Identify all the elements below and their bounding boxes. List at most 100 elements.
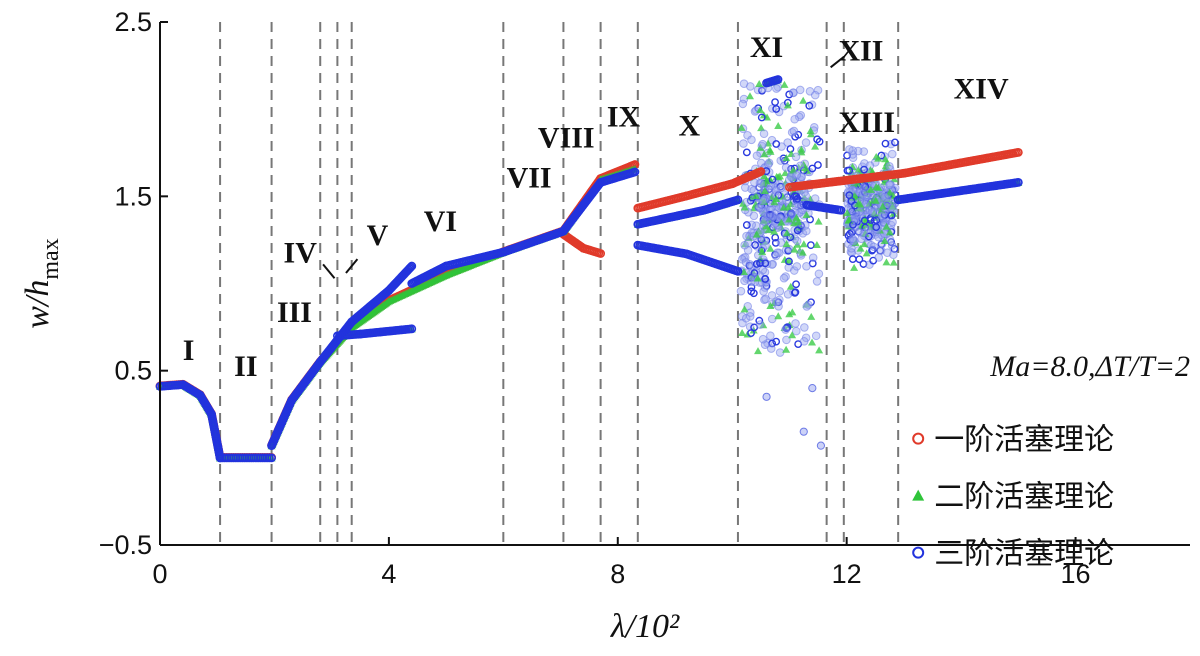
series-marks: [155, 75, 1023, 463]
cloud-point-934: [859, 183, 868, 193]
cloud-point-425: [782, 240, 791, 248]
cloud-point-555: [761, 275, 770, 283]
axes: 0 4 8 12 16 2.5 1.5 0.5 −0.5 λ/10² w/hmax: [19, 7, 1190, 645]
cloud-point-355: [766, 147, 775, 155]
cloud-point-126: [741, 240, 750, 248]
cloud-point-119: [774, 122, 783, 130]
x-tick-label-1: 4: [381, 559, 396, 589]
cloud-point-140: [774, 298, 783, 307]
series-0-point-616: [1013, 147, 1023, 157]
cloud-point-410: [773, 248, 782, 258]
cloud-point-921: [856, 200, 865, 208]
leader-line-xii: [830, 56, 845, 69]
region-label-6: VII: [507, 162, 552, 195]
cloud-point-924: [845, 145, 854, 154]
cloud-point-925: [845, 166, 854, 175]
cloud-point-450: [786, 233, 795, 242]
cloud-point-459: [782, 229, 791, 237]
cloud-point-935: [859, 228, 869, 238]
cloud-point-478: [777, 218, 786, 226]
cloud-point-227: [808, 164, 817, 173]
cloud-point-216: [755, 320, 765, 329]
cloud-point-867: [887, 149, 897, 159]
y-tick-label-1: 1.5: [114, 181, 152, 211]
cloud-point-253: [808, 338, 817, 346]
cloud-point-100: [772, 337, 781, 346]
cloud-point-223: [794, 112, 804, 122]
cloud-point-182: [789, 126, 799, 136]
cloud-point-880: [870, 209, 879, 217]
cloud-point-30: [746, 82, 755, 91]
cloud-point-550: [749, 186, 759, 195]
cloud-point-121: [752, 151, 762, 160]
cloud-point-780: [855, 255, 864, 264]
cloud-point-941: [816, 441, 826, 450]
cloud-point-854: [843, 209, 852, 217]
cloud-point-245: [790, 114, 799, 124]
region-label-2: III: [277, 296, 312, 329]
cloud-point-406: [802, 261, 811, 271]
cloud-point-504: [740, 183, 750, 192]
cloud-point-809: [850, 263, 859, 271]
cloud-point-500: [761, 259, 770, 268]
y-axis-label: w/hmax: [19, 238, 64, 328]
cloud-point-496: [759, 217, 769, 226]
cloud-point-903: [866, 216, 875, 224]
cloud-point-215: [759, 129, 769, 139]
cloud-point-224: [798, 248, 807, 256]
cloud-point-162: [799, 96, 808, 104]
x-tick-label-0: 0: [152, 559, 167, 589]
region-label-13: XIV: [954, 73, 1009, 106]
cloud-point-542: [760, 197, 769, 205]
cloud-point-53: [738, 99, 748, 109]
cloud-point-206: [766, 331, 775, 340]
cloud-point-360: [758, 139, 767, 149]
cloud-point-359: [774, 173, 783, 181]
cloud-point-160: [757, 113, 766, 122]
cloud-point-271: [786, 145, 795, 153]
cloud-point-416: [794, 217, 803, 225]
cloud-point-869: [885, 188, 894, 196]
cloud-point-145: [814, 161, 822, 169]
cloud-point-417: [790, 219, 799, 227]
legend-label-1: 二阶活塞理论: [934, 480, 1114, 515]
cloud-point-933: [882, 248, 892, 257]
cloud-point-158: [786, 282, 795, 290]
cloud-point-922: [885, 161, 894, 171]
cloud-point-891: [848, 255, 857, 264]
cloud-point-337: [801, 138, 811, 147]
cloud-point-168: [811, 331, 821, 341]
cloud-point-151: [772, 84, 781, 93]
cloud-point-446: [797, 145, 806, 153]
cloud-point-938: [883, 198, 893, 207]
cloud-point-556: [756, 179, 766, 188]
cloud-point-441: [774, 191, 783, 200]
cloud-point-128: [812, 240, 821, 248]
cloud-point-557: [758, 196, 768, 205]
cloud-point-249: [805, 101, 814, 110]
cloud-point-3: [755, 316, 764, 325]
cloud-point-473: [792, 195, 801, 204]
cloud-point-538: [752, 230, 761, 238]
cloud-point-141: [810, 194, 820, 203]
cloud-point-15: [767, 291, 777, 300]
x-tick-label-3: 12: [832, 559, 862, 589]
cloud-point-442: [797, 172, 806, 182]
cloud-point-181: [785, 310, 794, 318]
cloud-point-920: [874, 253, 884, 262]
cloud-point-154: [788, 88, 798, 97]
cloud-point-660: [865, 260, 874, 269]
cloud-point-404: [801, 191, 810, 200]
cloud-point-834: [887, 241, 897, 250]
cloud-point-518: [756, 259, 764, 268]
cloud-point-940: [799, 427, 808, 436]
cloud-point-194: [791, 319, 800, 328]
cloud-point-462: [793, 226, 802, 235]
cloud-point-230: [795, 85, 805, 95]
cloud-point-91: [806, 241, 815, 250]
cloud-point-256: [788, 331, 797, 339]
cloud-point-914: [889, 258, 898, 266]
legend-marker-1: [912, 489, 925, 501]
cloud-point-917: [872, 216, 881, 225]
